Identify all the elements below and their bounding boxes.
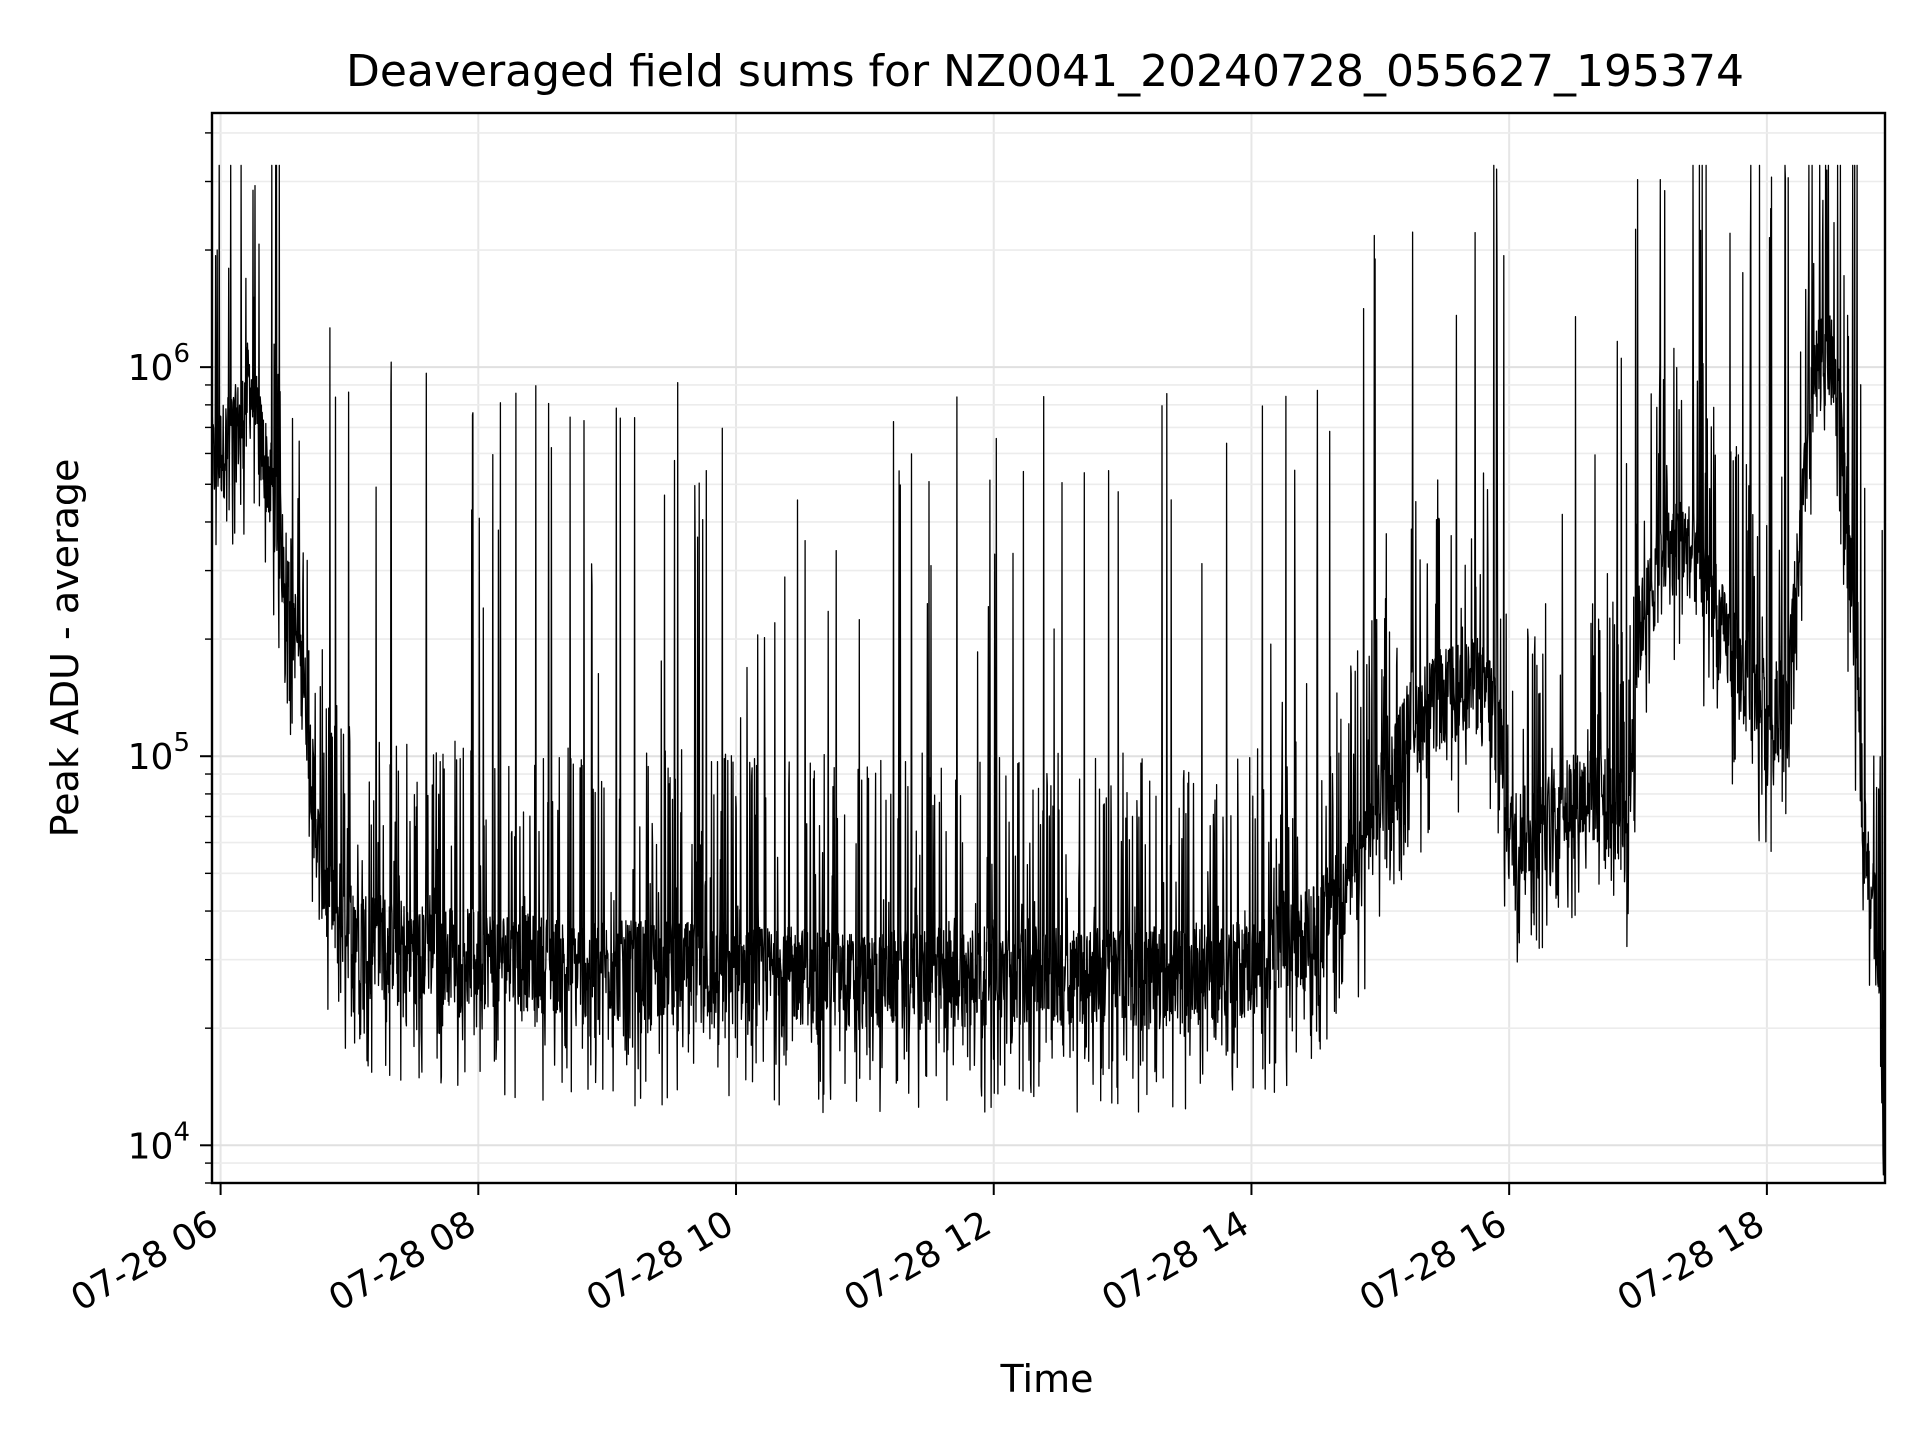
y-tick-exponent: 5 xyxy=(173,728,190,758)
y-tick-base: 10 xyxy=(128,348,174,389)
x-tick-label: 07-28 06 xyxy=(64,1203,225,1319)
x-tick-label: 07-28 10 xyxy=(580,1203,741,1319)
x-tick-label: 07-28 18 xyxy=(1611,1203,1772,1319)
y-tick-base: 10 xyxy=(128,1126,174,1167)
plot-area xyxy=(212,164,1885,1176)
x-tick-label: 07-28 16 xyxy=(1353,1203,1514,1319)
x-tick-label: 07-28 12 xyxy=(838,1203,999,1319)
x-tick-label: 07-28 14 xyxy=(1095,1203,1256,1319)
y-tick-label: 104 xyxy=(128,1117,190,1167)
x-axis: 07-28 06 07-28 08 07-28 10 07-28 12 07-28 14… xyxy=(64,1183,1771,1320)
y-tick-exponent: 4 xyxy=(173,1117,190,1147)
x-tick-label: 07-28 08 xyxy=(322,1203,483,1319)
y-axis-label: Peak ADU - average xyxy=(43,459,87,838)
y-tick-label: 105 xyxy=(128,728,190,778)
y-tick-label: 106 xyxy=(128,339,190,389)
series-line xyxy=(212,164,1885,1176)
chart-title: Deaveraged field sums for NZ0041_2024072… xyxy=(346,46,1744,97)
y-tick-base: 10 xyxy=(128,737,174,778)
plot-frame xyxy=(210,111,1887,1185)
x-axis-label: Time xyxy=(1000,1357,1094,1401)
y-tick-exponent: 6 xyxy=(173,339,190,369)
